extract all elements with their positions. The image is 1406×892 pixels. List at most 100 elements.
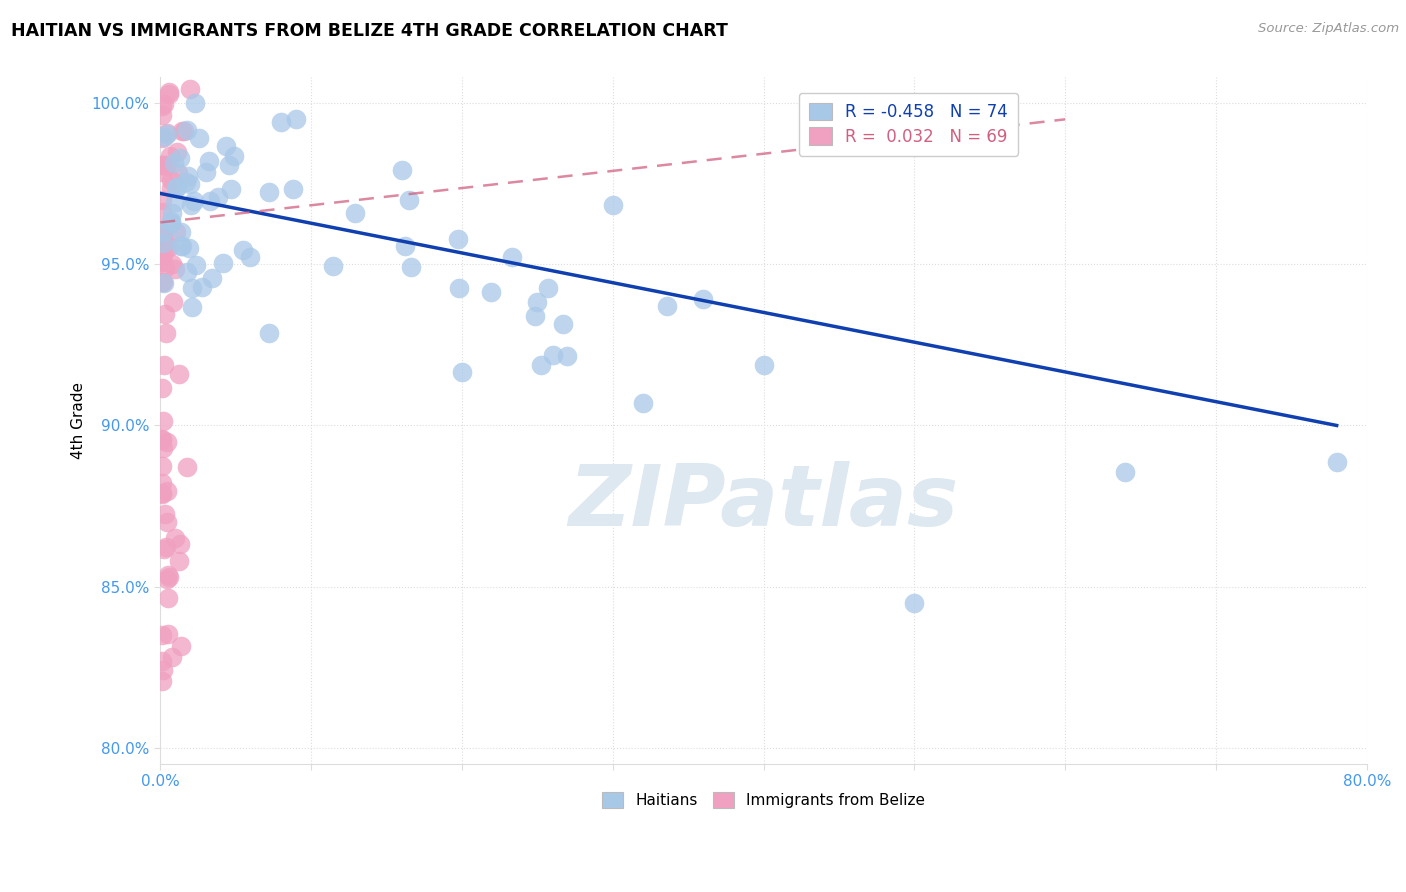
Point xyxy=(165,181,187,195)
Point xyxy=(150,158,173,172)
Point xyxy=(180,281,202,295)
Point xyxy=(150,275,173,289)
Point xyxy=(150,673,173,688)
Point xyxy=(281,182,304,196)
Point xyxy=(553,317,575,331)
Point xyxy=(169,536,191,550)
Point xyxy=(215,139,238,153)
Point xyxy=(394,239,416,253)
Point xyxy=(153,358,176,372)
Point xyxy=(150,654,173,668)
Point xyxy=(186,258,208,272)
Point xyxy=(602,198,624,212)
Point xyxy=(170,239,193,253)
Point xyxy=(159,173,181,187)
Point xyxy=(157,591,180,606)
Point xyxy=(160,205,183,219)
Point xyxy=(207,189,229,203)
Point xyxy=(180,198,202,212)
Point xyxy=(170,239,193,253)
Point xyxy=(692,292,714,306)
Point xyxy=(156,627,179,641)
Point xyxy=(752,358,775,372)
Point xyxy=(180,301,202,315)
Point xyxy=(150,254,173,268)
Point xyxy=(156,568,179,582)
Point xyxy=(157,85,180,99)
Point xyxy=(187,131,209,145)
Point xyxy=(150,476,173,491)
Point xyxy=(152,414,174,428)
Point xyxy=(152,225,174,239)
Point xyxy=(179,178,201,192)
Point xyxy=(391,163,413,178)
Point xyxy=(166,180,188,194)
Point xyxy=(197,154,219,169)
Point xyxy=(173,124,195,138)
Point xyxy=(157,87,180,101)
Point xyxy=(322,259,344,273)
Point xyxy=(150,381,173,395)
Point xyxy=(284,112,307,126)
Point xyxy=(163,195,186,210)
Point xyxy=(530,358,553,372)
Point xyxy=(232,243,254,257)
Point xyxy=(150,244,173,259)
Point xyxy=(155,326,177,340)
Text: ZIPatlas: ZIPatlas xyxy=(568,461,959,544)
Point xyxy=(157,570,180,584)
Point xyxy=(156,127,179,141)
Point xyxy=(150,204,173,219)
Point xyxy=(526,295,548,310)
Point xyxy=(176,123,198,137)
Point xyxy=(167,368,190,382)
Point xyxy=(150,628,173,642)
Point xyxy=(222,149,245,163)
Point xyxy=(150,193,173,207)
Point xyxy=(165,261,187,276)
Point xyxy=(153,541,176,556)
Point xyxy=(270,115,292,129)
Point xyxy=(179,82,201,96)
Point xyxy=(170,124,193,138)
Point xyxy=(655,299,678,313)
Point xyxy=(903,596,925,610)
Point xyxy=(177,169,200,184)
Point xyxy=(201,270,224,285)
Legend: Haitians, Immigrants from Belize: Haitians, Immigrants from Belize xyxy=(596,787,932,814)
Point xyxy=(212,256,235,270)
Point xyxy=(160,649,183,664)
Point xyxy=(169,639,191,653)
Point xyxy=(152,441,174,455)
Point xyxy=(184,95,207,110)
Point xyxy=(153,507,176,521)
Point xyxy=(176,176,198,190)
Point xyxy=(155,242,177,256)
Point xyxy=(447,232,470,246)
Point xyxy=(541,348,564,362)
Point xyxy=(155,158,177,172)
Point xyxy=(501,251,523,265)
Point xyxy=(152,236,174,251)
Point xyxy=(153,97,176,112)
Point xyxy=(153,277,176,291)
Point xyxy=(524,309,547,323)
Text: Source: ZipAtlas.com: Source: ZipAtlas.com xyxy=(1258,22,1399,36)
Point xyxy=(152,230,174,244)
Point xyxy=(157,240,180,254)
Point xyxy=(239,250,262,264)
Point xyxy=(165,225,187,239)
Point xyxy=(150,108,173,122)
Point xyxy=(150,226,173,240)
Point xyxy=(218,158,240,172)
Point xyxy=(152,130,174,145)
Point xyxy=(481,285,503,299)
Point xyxy=(176,460,198,475)
Point xyxy=(153,307,176,321)
Point xyxy=(160,216,183,230)
Point xyxy=(447,281,470,295)
Point xyxy=(159,214,181,228)
Point xyxy=(150,459,173,474)
Point xyxy=(557,349,579,363)
Point xyxy=(195,165,218,179)
